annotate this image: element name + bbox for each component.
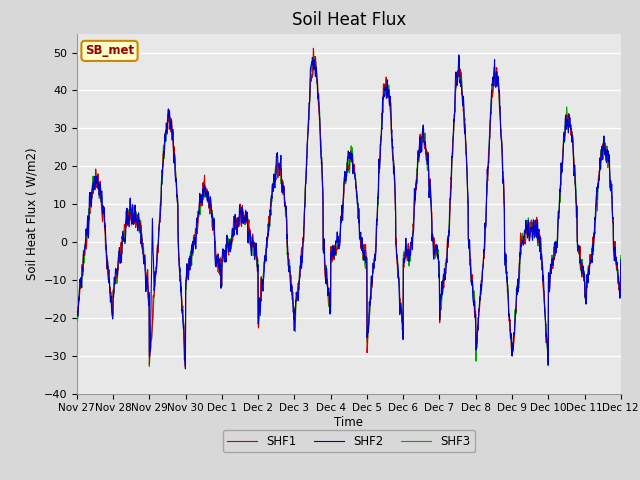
SHF2 — [455, 52, 463, 58]
SHF3 — [617, 252, 625, 258]
SHF3 — [182, 364, 189, 370]
SHF2 — [376, 142, 384, 147]
SHF1 — [584, 264, 592, 270]
Text: SB_met: SB_met — [85, 44, 134, 58]
Line: SHF3: SHF3 — [77, 57, 621, 367]
SHF2 — [617, 257, 625, 263]
SHF3 — [365, 322, 372, 328]
SHF1 — [182, 364, 189, 370]
Legend: SHF1, SHF2, SHF3: SHF1, SHF2, SHF3 — [223, 430, 475, 453]
X-axis label: Time: Time — [334, 416, 364, 429]
Line: SHF2: SHF2 — [77, 55, 621, 369]
SHF3 — [73, 319, 81, 324]
SHF1 — [377, 140, 385, 146]
Y-axis label: Soil Heat Flux ( W/m2): Soil Heat Flux ( W/m2) — [25, 147, 38, 280]
SHF2 — [73, 313, 81, 319]
SHF1 — [73, 318, 81, 324]
SHF3 — [584, 265, 592, 271]
SHF2 — [225, 244, 232, 250]
SHF2 — [570, 148, 577, 154]
SHF1 — [570, 153, 577, 158]
SHF1 — [310, 46, 317, 51]
SHF1 — [225, 252, 232, 258]
SHF1 — [508, 340, 515, 346]
SHF3 — [508, 337, 515, 343]
Title: Soil Heat Flux: Soil Heat Flux — [292, 11, 406, 29]
SHF2 — [182, 366, 189, 372]
SHF2 — [365, 325, 372, 331]
SHF1 — [365, 322, 372, 328]
SHF3 — [570, 143, 577, 148]
SHF3 — [377, 138, 385, 144]
Line: SHF1: SHF1 — [77, 48, 621, 367]
SHF2 — [508, 331, 515, 336]
SHF3 — [225, 243, 232, 249]
SHF1 — [617, 261, 625, 266]
SHF2 — [584, 280, 592, 286]
SHF3 — [311, 54, 319, 60]
